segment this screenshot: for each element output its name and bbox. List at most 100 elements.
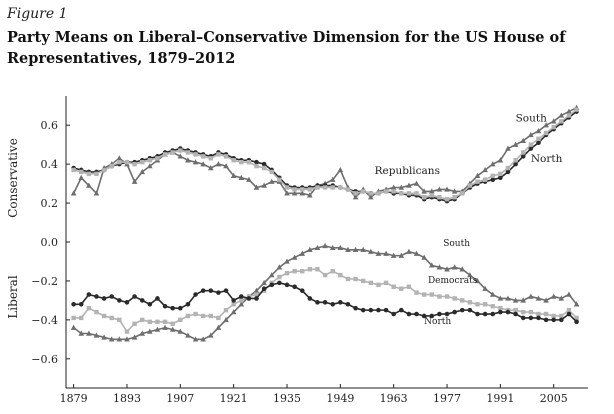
data-point [276, 264, 283, 270]
data-point [300, 269, 305, 274]
data-point [490, 311, 496, 317]
data-point [117, 159, 122, 165]
data-point [292, 269, 297, 274]
data-point [375, 250, 382, 256]
data-point [528, 146, 534, 151]
data-point [558, 112, 565, 118]
data-point [390, 184, 397, 190]
data-point [253, 287, 260, 293]
data-point [536, 311, 541, 317]
data-point [124, 300, 130, 305]
data-point [482, 302, 488, 307]
data-point [498, 171, 503, 177]
data-point [239, 159, 244, 165]
data-point [139, 168, 145, 175]
data-point [406, 311, 412, 317]
data-point [353, 191, 358, 196]
data-point [139, 330, 145, 336]
data-point [147, 319, 153, 325]
data-point [307, 192, 313, 198]
data-point [108, 336, 115, 342]
data-point [444, 266, 450, 272]
y-tick-label: 0.0 [41, 236, 59, 249]
data-point [284, 185, 290, 190]
data-point [124, 329, 130, 334]
data-point [155, 319, 160, 325]
data-point [277, 177, 282, 182]
y-tick-label: 0.4 [41, 158, 59, 171]
data-point [482, 166, 488, 173]
data-point [460, 298, 465, 303]
data-point [475, 179, 480, 184]
data-point [467, 272, 473, 278]
data-point [444, 311, 450, 317]
data-point [116, 155, 123, 161]
data-point [71, 301, 76, 307]
y-tick-label: 0.6 [41, 119, 59, 132]
data-point [93, 190, 100, 196]
data-point [368, 307, 374, 313]
data-point [550, 293, 557, 299]
data-point [314, 244, 321, 251]
data-point [352, 194, 359, 200]
data-point [376, 191, 381, 196]
data-point [429, 292, 434, 297]
data-point [452, 309, 457, 315]
figure-title: Party Means on Liberal–Conservative Dime… [7, 29, 566, 67]
data-point [170, 321, 175, 326]
data-point [360, 189, 366, 194]
data-point [132, 294, 137, 299]
data-point [513, 311, 518, 317]
annotation-label: South [516, 112, 547, 124]
annotation-label: Republicans [375, 165, 440, 177]
data-point [322, 242, 328, 249]
y-tick-label: −0.2 [31, 275, 58, 288]
data-point [368, 194, 374, 200]
data-point [521, 309, 526, 315]
data-point [467, 307, 473, 313]
data-point [216, 152, 221, 157]
data-point [574, 319, 579, 325]
data-point [566, 311, 572, 317]
data-point [543, 297, 549, 303]
y-tick-label: 0.2 [41, 197, 59, 210]
data-point [338, 300, 343, 305]
data-point [566, 291, 572, 297]
data-point [528, 131, 534, 138]
data-point [70, 324, 77, 330]
data-point [139, 298, 145, 303]
data-point [246, 296, 252, 301]
data-point [444, 196, 450, 202]
data-point [536, 136, 541, 142]
data-point [505, 309, 511, 315]
data-point [551, 317, 557, 323]
data-point [246, 159, 252, 165]
data-point [543, 122, 549, 128]
data-point [459, 307, 465, 313]
data-point [428, 188, 435, 194]
data-point [512, 141, 519, 147]
data-point [261, 182, 267, 188]
x-tick-label: 1893 [113, 392, 141, 405]
data-point [475, 302, 480, 307]
figure-label: Figure 1 [7, 6, 68, 22]
data-point [329, 176, 336, 182]
data-point [223, 307, 229, 313]
data-point [284, 282, 290, 288]
data-point [284, 270, 290, 276]
data-point [269, 282, 275, 288]
data-point [490, 173, 495, 179]
y-axis-label-conservative: Conservative [6, 138, 20, 218]
annotations: Republicans South North South Democrats North [375, 112, 563, 326]
data-point [86, 292, 92, 297]
data-point [170, 150, 175, 155]
data-point [200, 288, 206, 293]
data-point [535, 295, 542, 301]
data-point [338, 272, 343, 278]
data-point [231, 298, 236, 303]
data-point [490, 304, 495, 309]
data-point [551, 313, 556, 319]
data-point [390, 252, 397, 258]
y-tick-label: −0.6 [31, 353, 58, 366]
